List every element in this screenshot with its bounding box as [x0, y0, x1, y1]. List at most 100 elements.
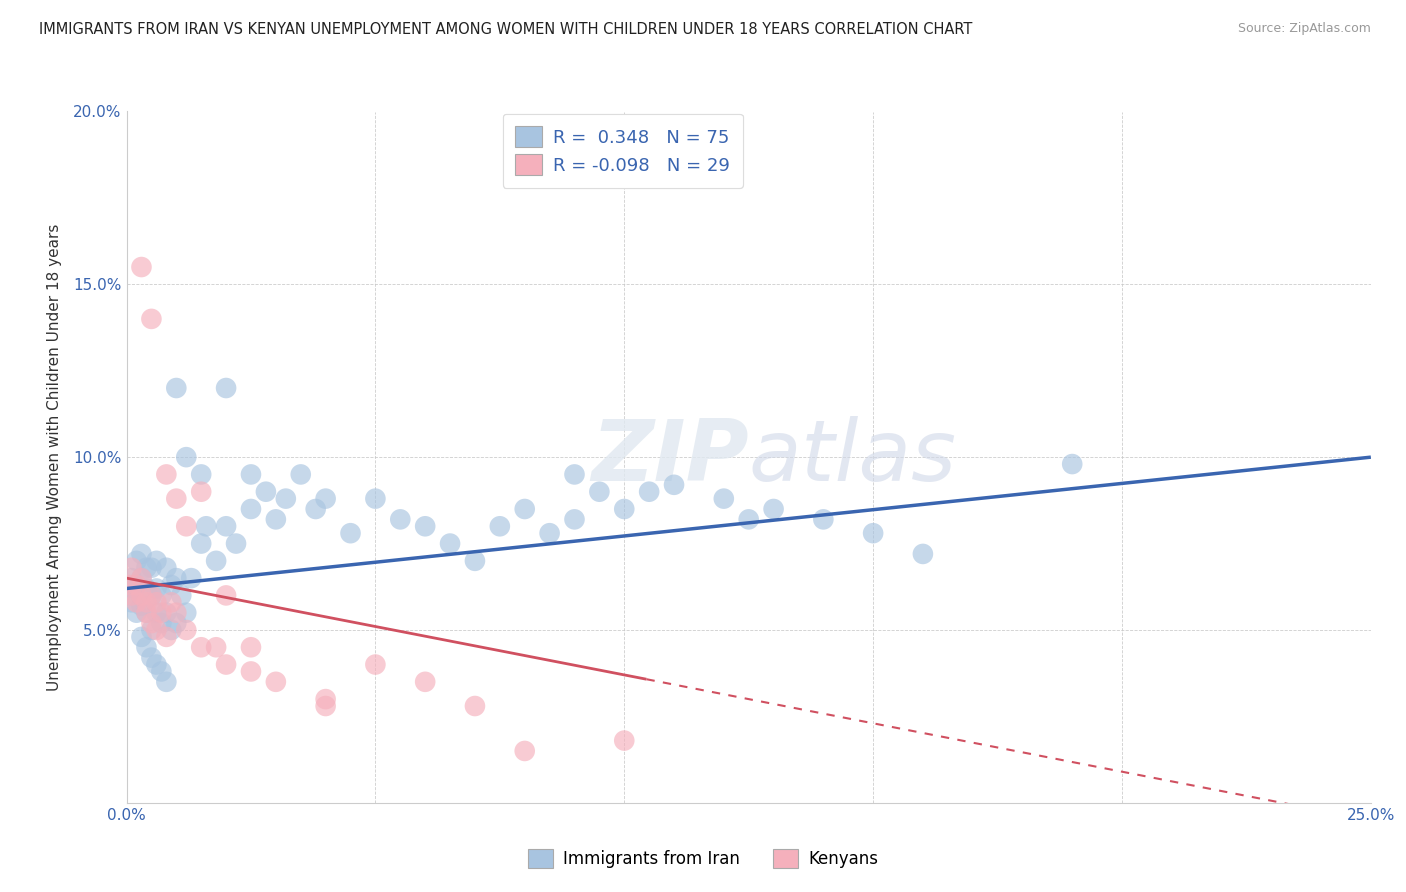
Point	[174, 606, 197, 620]
Point	[215, 381, 238, 395]
Point	[254, 484, 277, 499]
Point	[118, 589, 141, 603]
Point	[165, 571, 187, 585]
Point	[564, 512, 586, 526]
Point	[439, 536, 461, 550]
Point	[160, 623, 183, 637]
Point	[155, 630, 177, 644]
Point	[762, 502, 785, 516]
Point	[131, 599, 153, 613]
Point	[613, 733, 636, 747]
Point	[121, 571, 143, 585]
Point	[131, 589, 153, 603]
Point	[513, 502, 536, 516]
Point	[121, 595, 143, 609]
Point	[239, 665, 263, 679]
Point	[389, 512, 412, 526]
Point	[274, 491, 297, 506]
Point	[141, 312, 163, 326]
Point	[413, 519, 436, 533]
Point	[131, 547, 153, 561]
Point	[174, 623, 197, 637]
Point	[190, 536, 212, 550]
Point	[315, 491, 337, 506]
Point	[135, 561, 157, 575]
Point	[165, 491, 187, 506]
Point	[513, 744, 536, 758]
Point	[215, 589, 238, 603]
Point	[225, 536, 247, 550]
Point	[813, 512, 835, 526]
Point	[205, 640, 228, 655]
Point	[145, 623, 167, 637]
Point	[145, 582, 167, 596]
Legend: Immigrants from Iran, Kenyans: Immigrants from Iran, Kenyans	[522, 842, 884, 875]
Point	[122, 582, 145, 596]
Point	[150, 665, 173, 679]
Point	[131, 571, 153, 585]
Point	[121, 561, 143, 575]
Point	[141, 623, 163, 637]
Point	[160, 578, 183, 592]
Point	[145, 595, 167, 609]
Point	[315, 692, 337, 706]
Point	[239, 640, 263, 655]
Point	[413, 674, 436, 689]
Point	[155, 561, 177, 575]
Point	[215, 519, 238, 533]
Point	[141, 589, 163, 603]
Point	[165, 615, 187, 630]
Point	[564, 467, 586, 482]
Point	[538, 526, 561, 541]
Point	[195, 519, 218, 533]
Point	[170, 589, 193, 603]
Point	[155, 674, 177, 689]
Text: ZIP: ZIP	[591, 416, 748, 499]
Point	[613, 502, 636, 516]
Point	[713, 491, 735, 506]
Point	[305, 502, 328, 516]
Point	[141, 650, 163, 665]
Point	[339, 526, 361, 541]
Point	[174, 519, 197, 533]
Point	[464, 699, 486, 714]
Point	[125, 578, 148, 592]
Point	[135, 606, 157, 620]
Point	[145, 554, 167, 568]
Point	[150, 606, 173, 620]
Point	[131, 571, 153, 585]
Point	[239, 467, 263, 482]
Point	[135, 582, 157, 596]
Point	[150, 615, 173, 630]
Point	[150, 589, 173, 603]
Point	[1062, 457, 1084, 471]
Point	[131, 630, 153, 644]
Point	[155, 606, 177, 620]
Point	[588, 484, 610, 499]
Point	[125, 606, 148, 620]
Text: IMMIGRANTS FROM IRAN VS KENYAN UNEMPLOYMENT AMONG WOMEN WITH CHILDREN UNDER 18 Y: IMMIGRANTS FROM IRAN VS KENYAN UNEMPLOYM…	[39, 22, 973, 37]
Point	[160, 595, 183, 609]
Point	[125, 595, 148, 609]
Point	[205, 554, 228, 568]
Point	[141, 615, 163, 630]
Point	[290, 467, 312, 482]
Point	[662, 478, 685, 492]
Point	[135, 595, 157, 609]
Point	[165, 606, 187, 620]
Point	[174, 450, 197, 464]
Y-axis label: Unemployment Among Women with Children Under 18 years: Unemployment Among Women with Children U…	[48, 224, 62, 690]
Point	[135, 606, 157, 620]
Point	[190, 467, 212, 482]
Point	[125, 554, 148, 568]
Point	[135, 640, 157, 655]
Point	[464, 554, 486, 568]
Point	[264, 674, 287, 689]
Point	[190, 484, 212, 499]
Point	[180, 571, 202, 585]
Point	[121, 589, 143, 603]
Point	[141, 561, 163, 575]
Point	[131, 260, 153, 274]
Point	[364, 657, 387, 672]
Point	[165, 381, 187, 395]
